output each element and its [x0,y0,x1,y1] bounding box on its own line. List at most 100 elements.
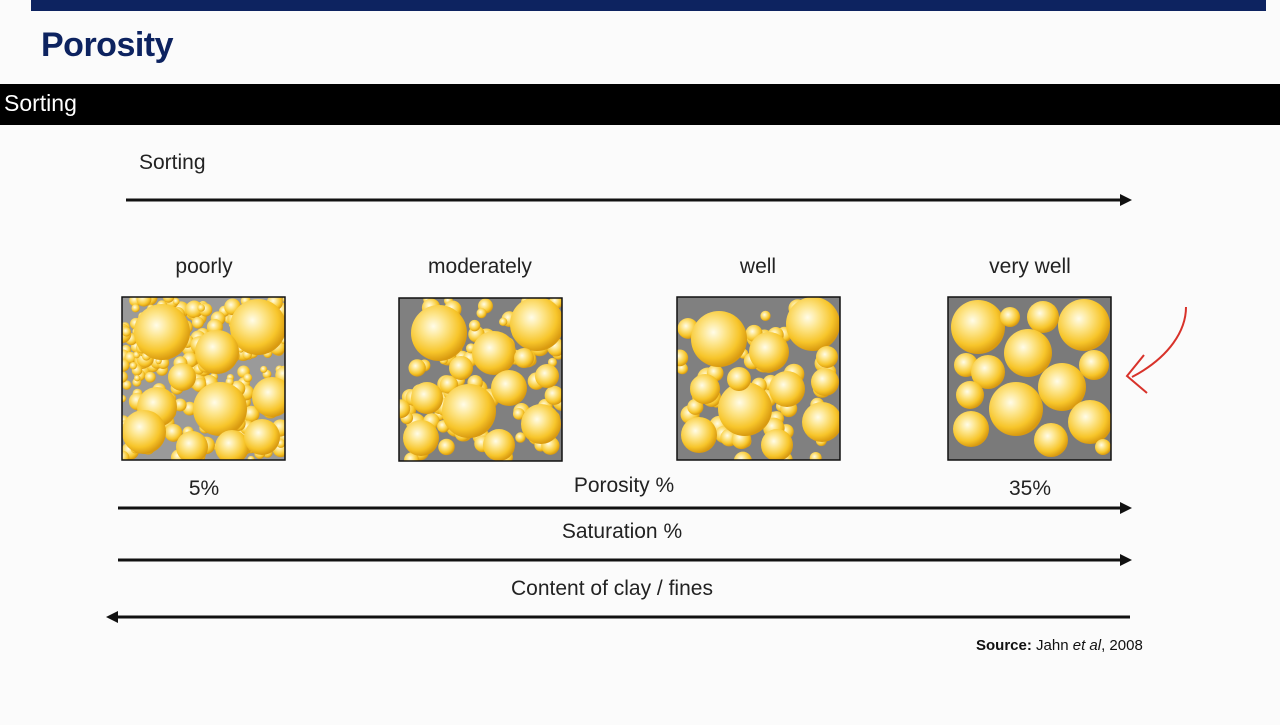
porosity-min-label: 5% [189,477,219,500]
grain [193,382,247,436]
grain [1004,329,1052,377]
grain [515,432,526,443]
grain [483,429,515,461]
category-label-very-well: very well [989,255,1071,278]
porosity-arrowhead [1120,502,1132,514]
grain [761,429,793,460]
grain [134,304,190,360]
grain [677,349,689,367]
grain [802,402,840,442]
grain [243,405,260,423]
grain [399,399,411,419]
source-year: , 2008 [1101,637,1143,654]
grain [690,374,720,404]
grain [521,404,561,444]
sorting-arrowhead [1120,194,1132,206]
grain [144,371,156,383]
section-label: Sorting [4,90,77,116]
grain [191,316,204,329]
grain-box-border [121,296,286,461]
grain [230,299,285,355]
grain-box-border [676,296,841,461]
grain [971,355,1005,389]
page-title: Porosity [41,26,174,64]
grain [134,374,141,382]
grain [956,381,984,409]
grain [1038,363,1086,411]
source-author: Jahn [1036,637,1069,654]
grain [136,297,152,307]
annotation-arrowhead [1125,354,1148,394]
grain [408,359,426,377]
grain [403,420,439,456]
grain [197,304,205,312]
grain [411,382,443,414]
grain [168,363,196,391]
grain [122,327,131,337]
category-label-poorly: poorly [175,255,233,278]
sorting-diagram-svg: Sorting poorly moderately well very well… [106,151,1187,623]
grain [252,377,285,417]
grain [122,371,128,383]
grain [244,419,280,455]
grain [411,305,467,361]
grain [733,451,752,460]
grain [514,348,534,368]
top-accent-bar [31,0,1266,11]
grain [951,300,1005,354]
grain [786,297,840,351]
grain [449,356,473,380]
grain [989,382,1043,436]
grain [1095,439,1111,455]
grain [499,317,508,326]
grain [195,330,239,374]
porosity-max-label: 35% [1009,477,1051,500]
grain [172,298,180,305]
grain [438,438,455,456]
grain [491,370,527,406]
annotation-arrow-shaft [1131,306,1187,378]
grain [727,367,751,391]
grain [122,395,127,403]
saturation-arrowhead [1120,554,1132,566]
grain [816,346,838,368]
grain [1027,301,1059,333]
grain [468,319,481,332]
grain [122,450,130,460]
saturation-axis-label: Saturation % [562,520,682,543]
grain [681,417,717,453]
grain-box-border [398,297,563,462]
grain-box-border [947,296,1112,461]
grain [215,430,249,460]
clay-arrowhead [106,611,118,623]
grain [122,380,132,390]
grain-box-well [676,296,841,461]
sorting-axis-label: Sorting [139,151,206,174]
source-etal: et al [1072,637,1102,654]
grain [243,373,253,383]
category-label-well: well [739,255,776,278]
grain [122,359,130,372]
source-citation: Source: Jahn et al, 2008 [976,637,1143,654]
category-label-moderately: moderately [428,255,532,278]
grain [749,332,789,372]
grain [510,298,562,351]
grain [162,297,175,303]
grain [247,455,255,460]
grain [472,331,516,375]
grain-box-very-well [947,296,1112,461]
grain [476,308,487,319]
sorting-diagram: Sorting poorly moderately well very well… [0,125,1280,720]
grain-box-poorly [121,296,286,461]
grain [809,452,822,460]
grain [176,431,208,460]
grain [185,300,204,319]
grain [512,408,525,420]
grain [1000,307,1020,327]
grain [811,368,839,396]
grain [1079,350,1109,380]
grain [544,385,562,405]
section-header-bar: Sorting [0,84,1280,125]
grain [260,365,268,373]
grain [1058,299,1110,351]
